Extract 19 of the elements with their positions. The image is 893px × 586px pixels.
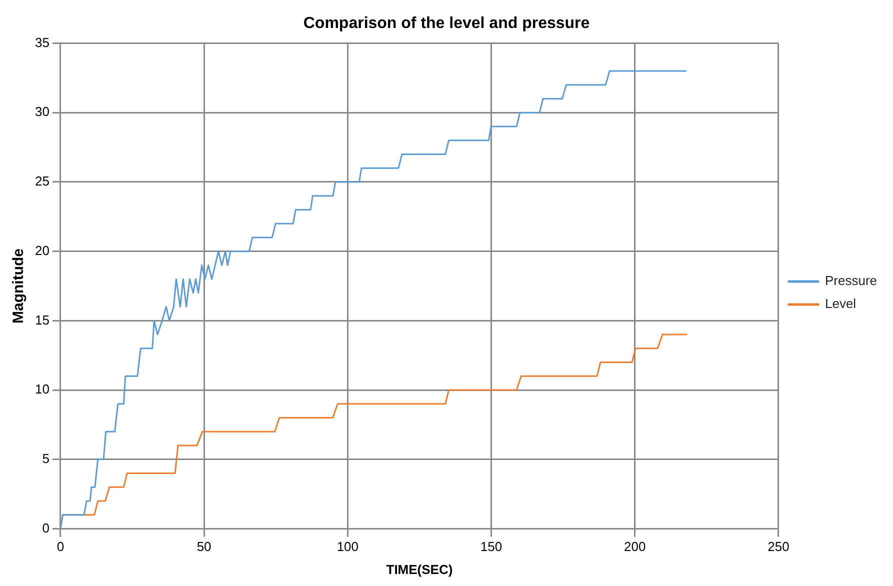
y-tick-label: 5: [42, 451, 50, 466]
x-tick-label: 200: [624, 539, 646, 554]
y-tick-label: 15: [34, 312, 50, 328]
x-axis-title: TIME(SEC): [386, 562, 453, 577]
y-tick-label: 30: [34, 104, 50, 120]
x-tick-label: 0: [56, 539, 64, 554]
y-tick-label: 35: [34, 34, 50, 50]
x-tick-label: 150: [480, 539, 502, 554]
x-tick-label: 100: [336, 539, 359, 554]
y-tick-label: 10: [34, 382, 50, 397]
y-tick-label: 0: [42, 520, 50, 536]
legend-label: Pressure: [824, 273, 878, 288]
y-tick-label: 20: [34, 242, 50, 258]
x-tick-label: 250: [768, 539, 790, 554]
chart-title: Comparison of the level and pressure: [303, 15, 590, 32]
x-tick-label: 50: [196, 539, 212, 554]
legend-label: Level: [824, 296, 856, 312]
y-tick-label: 25: [34, 174, 50, 189]
y-axis-title: Magnitude: [10, 248, 28, 324]
